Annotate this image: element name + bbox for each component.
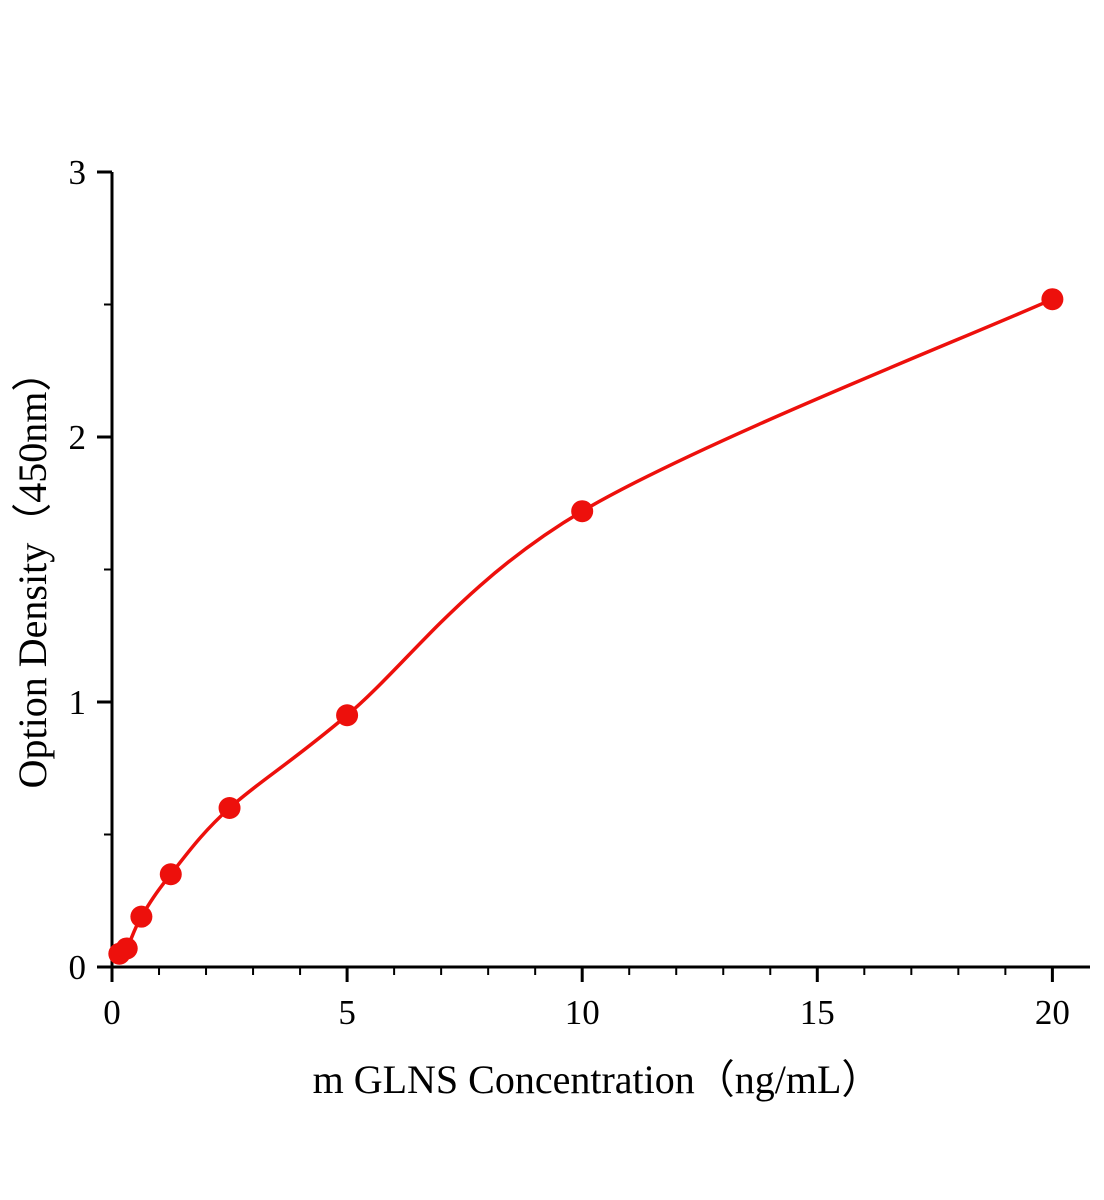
- data-point: [1041, 288, 1064, 311]
- data-point: [115, 937, 138, 960]
- y-tick-label: 2: [69, 418, 87, 457]
- x-tick-label: 5: [338, 993, 356, 1032]
- y-tick-label: 1: [69, 683, 87, 722]
- x-tick-label: 10: [565, 993, 600, 1032]
- data-point: [130, 905, 153, 928]
- x-axis-title: m GLNS Concentration（ng/mL）: [313, 1057, 882, 1102]
- y-tick-label: 0: [69, 948, 87, 987]
- x-tick-label: 20: [1035, 993, 1070, 1032]
- data-point: [336, 704, 359, 727]
- data-point: [571, 500, 594, 523]
- y-axis-title: Option Density（450nm）: [10, 352, 55, 789]
- x-tick-label: 0: [103, 993, 121, 1032]
- y-tick-label: 3: [69, 153, 87, 192]
- data-point: [218, 797, 241, 819]
- standard-curve-line: [117, 297, 1055, 956]
- x-tick-label: 15: [800, 993, 835, 1032]
- plot-layer: 0 5 10 15 20 0 1 2 3: [69, 153, 1090, 1032]
- data-point: [159, 863, 182, 886]
